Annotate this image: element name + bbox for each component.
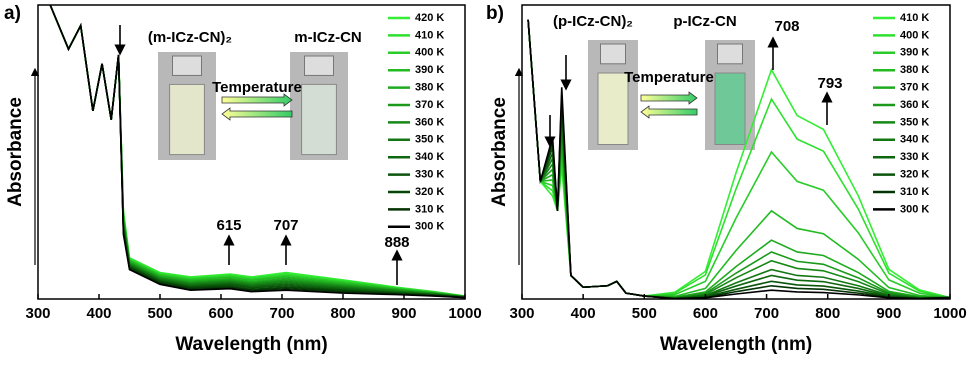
annotation: Temperature <box>624 69 714 86</box>
legend-label: 410 K <box>415 29 444 41</box>
plot-area <box>49 5 465 299</box>
legend-label: 410 K <box>900 12 929 24</box>
temperature-arrow <box>221 107 293 121</box>
temperature-arrow <box>221 93 293 107</box>
x-tick-label: 1000 <box>448 305 481 322</box>
x-tick-label: 600 <box>208 305 233 322</box>
legend-label: 310 K <box>415 203 444 215</box>
axes-frame <box>521 4 951 300</box>
legend-label: 320 K <box>415 186 444 198</box>
spectrum-line <box>49 5 465 299</box>
legend-label: 350 K <box>900 116 929 128</box>
spectrum-line <box>49 5 465 298</box>
legend-label: 360 K <box>900 99 929 111</box>
spectrum-line <box>49 5 465 298</box>
legend-label: 300 K <box>900 203 929 215</box>
vial-body <box>301 83 337 156</box>
x-axis-title: Wavelength (nm) <box>660 334 812 355</box>
x-tick-label: 400 <box>86 305 111 322</box>
y-axis-title: Absorbance <box>5 97 26 207</box>
vial-cap <box>717 43 743 65</box>
spectrum-line <box>49 5 465 298</box>
x-tick-label: 1000 <box>933 305 966 322</box>
spectrum-line <box>49 5 465 299</box>
panel-label: a) <box>4 3 21 24</box>
temperature-arrow <box>640 91 698 105</box>
legend-label: 380 K <box>900 64 929 76</box>
legend-label: 340 K <box>900 134 929 146</box>
legend-label: 390 K <box>900 47 929 59</box>
spectrum-line <box>49 5 465 298</box>
legend-label: 420 K <box>415 12 444 24</box>
spectrum-line <box>49 5 465 298</box>
x-tick-label: 700 <box>269 305 294 322</box>
legend-label: 310 K <box>900 186 929 198</box>
x-axis-title: Wavelength (nm) <box>175 334 327 355</box>
temperature-arrow <box>640 105 698 119</box>
legend-label: 360 K <box>415 116 444 128</box>
y-axis-title: Absorbance <box>489 97 510 207</box>
vial-cap <box>304 55 334 76</box>
legend-label: 370 K <box>415 99 444 111</box>
panel-label: b) <box>486 3 504 24</box>
x-tick-label: 600 <box>693 305 718 322</box>
spectrum-line <box>49 5 465 299</box>
annotation: Temperature <box>212 79 302 96</box>
legend-label: 300 K <box>415 221 444 233</box>
legend-label: 400 K <box>415 47 444 59</box>
legend-label: 330 K <box>900 151 929 163</box>
annotation: m-ICz-CN <box>294 29 362 46</box>
legend-label: 350 K <box>415 134 444 146</box>
legend-label: 400 K <box>900 29 929 41</box>
spectrum-line <box>49 5 465 298</box>
x-tick-label: 800 <box>330 305 355 322</box>
legend-label: 340 K <box>415 151 444 163</box>
spectrum-line <box>49 5 465 298</box>
annotation: p-ICz-CN <box>673 13 736 30</box>
vial-body <box>714 72 746 145</box>
vial-body <box>169 83 205 156</box>
vial-cap <box>600 43 626 65</box>
annotation: 615 <box>216 217 241 234</box>
x-tick-label: 400 <box>571 305 596 322</box>
x-tick-label: 900 <box>876 305 901 322</box>
vial-cap <box>172 55 202 76</box>
annotation: (p-ICz-CN)₂ <box>553 13 633 30</box>
annotation: 707 <box>273 217 298 234</box>
annotation: 793 <box>817 75 842 92</box>
spectrum-line <box>49 5 465 299</box>
axes-frame <box>37 4 466 300</box>
x-tick-label: 900 <box>391 305 416 322</box>
x-tick-label: 500 <box>632 305 657 322</box>
vial-body <box>597 72 629 145</box>
x-tick-label: 500 <box>147 305 172 322</box>
annotation: 708 <box>774 18 799 35</box>
legend-label: 390 K <box>415 64 444 76</box>
legend-label: 320 K <box>900 169 929 181</box>
spectrum-line <box>49 5 465 297</box>
x-tick-label: 800 <box>815 305 840 322</box>
legend-label: 370 K <box>900 82 929 94</box>
spectrum-line <box>49 5 465 297</box>
x-tick-label: 700 <box>754 305 779 322</box>
annotation: 888 <box>384 234 409 251</box>
legend-label: 330 K <box>415 169 444 181</box>
x-tick-label: 300 <box>25 305 50 322</box>
annotation: (m-ICz-CN)₂ <box>148 29 232 46</box>
legend-label: 380 K <box>415 82 444 94</box>
x-tick-label: 300 <box>509 305 534 322</box>
